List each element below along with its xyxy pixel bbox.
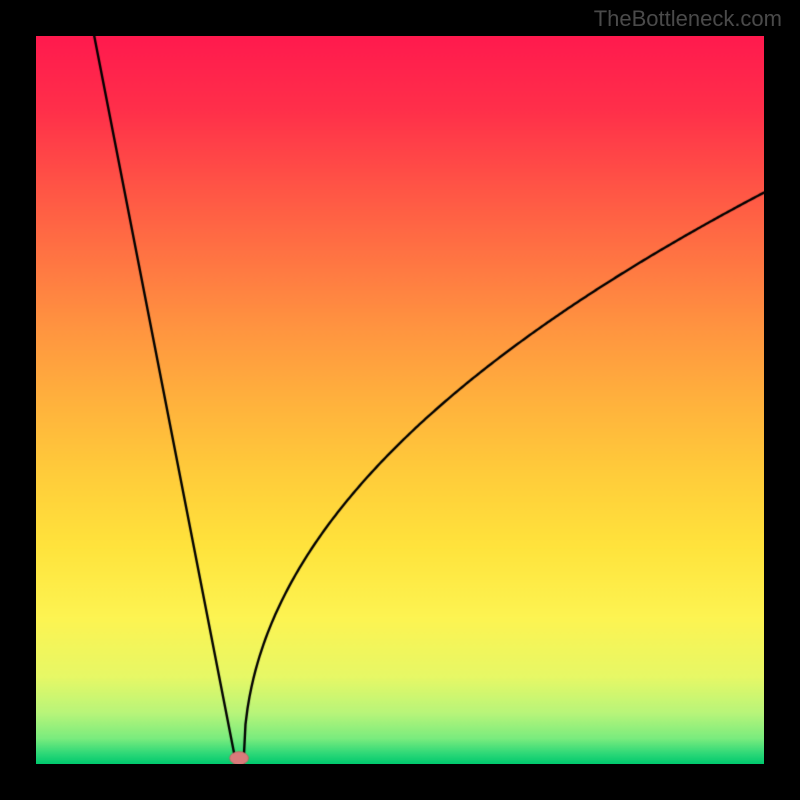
bottleneck-curve: [36, 36, 764, 764]
chart-stage: TheBottleneck.com: [0, 0, 800, 800]
watermark-text: TheBottleneck.com: [594, 6, 782, 32]
